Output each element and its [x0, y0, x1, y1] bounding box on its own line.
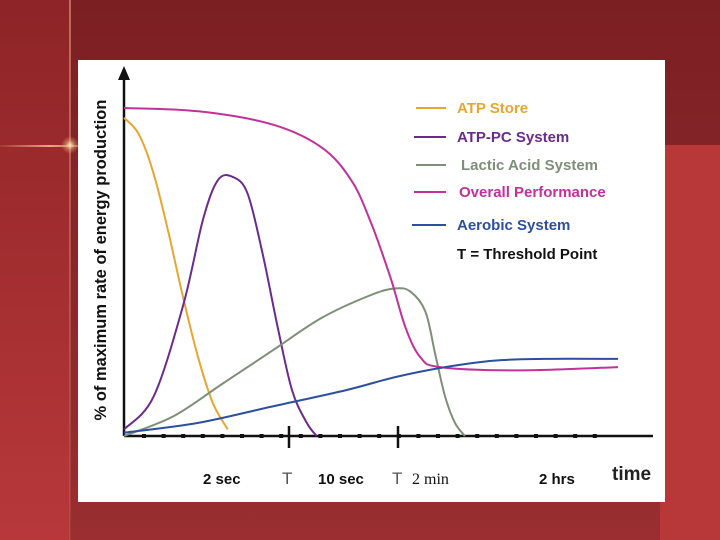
time-dot [534, 434, 538, 438]
time-dot [318, 434, 323, 438]
x-tick-label: T [282, 469, 292, 488]
time-dot [475, 434, 480, 438]
legend-label: ATP Store [457, 100, 528, 117]
x-tick-label: T [392, 469, 402, 488]
time-dot [142, 434, 146, 438]
x-axis-label: time [612, 464, 651, 485]
time-dot [259, 434, 264, 438]
x-tick-label: 2 min [412, 471, 449, 488]
time-dot [240, 434, 244, 438]
time-dot [436, 434, 440, 438]
legend-threshold-note: T = Threshold Point [457, 246, 597, 263]
time-dot [377, 434, 382, 438]
legend-item: Lactic Acid System [416, 157, 598, 174]
time-dot [592, 434, 597, 438]
chart-card: 2 sec T 10 sec T 2 min 2 hrs ATP Store ATP-PC … [78, 60, 665, 502]
legend: ATP Store ATP-PC System Lactic Acid System… [412, 100, 606, 263]
series-line-atp-pc-system [123, 174, 318, 437]
energy-systems-chart: 2 sec T 10 sec T 2 min 2 hrs ATP Store ATP-PC … [92, 66, 653, 488]
time-dot [338, 434, 342, 438]
x-tick-label: 2 hrs [539, 471, 575, 488]
series-line-overall-performance [123, 107, 619, 372]
time-dot [494, 434, 499, 438]
slide-right-band [660, 145, 720, 540]
legend-item: Overall Performance [414, 184, 606, 201]
legend-item: ATP Store [416, 100, 528, 117]
time-dot [514, 434, 519, 438]
time-dot [455, 434, 460, 438]
sparkle-icon [61, 136, 79, 154]
legend-label: Overall Performance [459, 184, 606, 201]
time-dot [220, 434, 225, 438]
time-axis-dots [142, 426, 597, 448]
y-axis-arrow-icon [118, 66, 130, 80]
series-layer [123, 107, 619, 437]
time-dot [573, 434, 578, 438]
time-dot [279, 434, 284, 438]
series-line-atp-store [123, 117, 229, 430]
x-tick-labels: 2 sec T 10 sec T 2 min 2 hrs [203, 469, 575, 488]
legend-label: Aerobic System [457, 217, 570, 234]
x-tick-label: 2 sec [203, 471, 241, 488]
decor-vertical-line [69, 0, 71, 540]
time-dot [298, 434, 303, 438]
y-axis-label: % of maximum rate of energy production [92, 100, 110, 421]
slide-left-band [0, 0, 70, 540]
time-dot [181, 434, 186, 438]
chart-axes [118, 66, 653, 438]
time-dot [161, 434, 166, 438]
legend-label: ATP-PC System [457, 129, 569, 146]
time-dot [357, 434, 362, 438]
time-dot [553, 434, 558, 438]
x-tick-label: 10 sec [318, 471, 364, 488]
time-dot [200, 434, 205, 438]
legend-item: Aerobic System [412, 217, 570, 234]
series-line-aerobic-system [123, 357, 619, 434]
legend-item: ATP-PC System [414, 129, 569, 146]
series-line-lactic-acid-system [123, 287, 466, 437]
time-dot [416, 434, 421, 438]
legend-label: Lactic Acid System [461, 157, 598, 174]
decor-horizontal-line [0, 145, 100, 147]
